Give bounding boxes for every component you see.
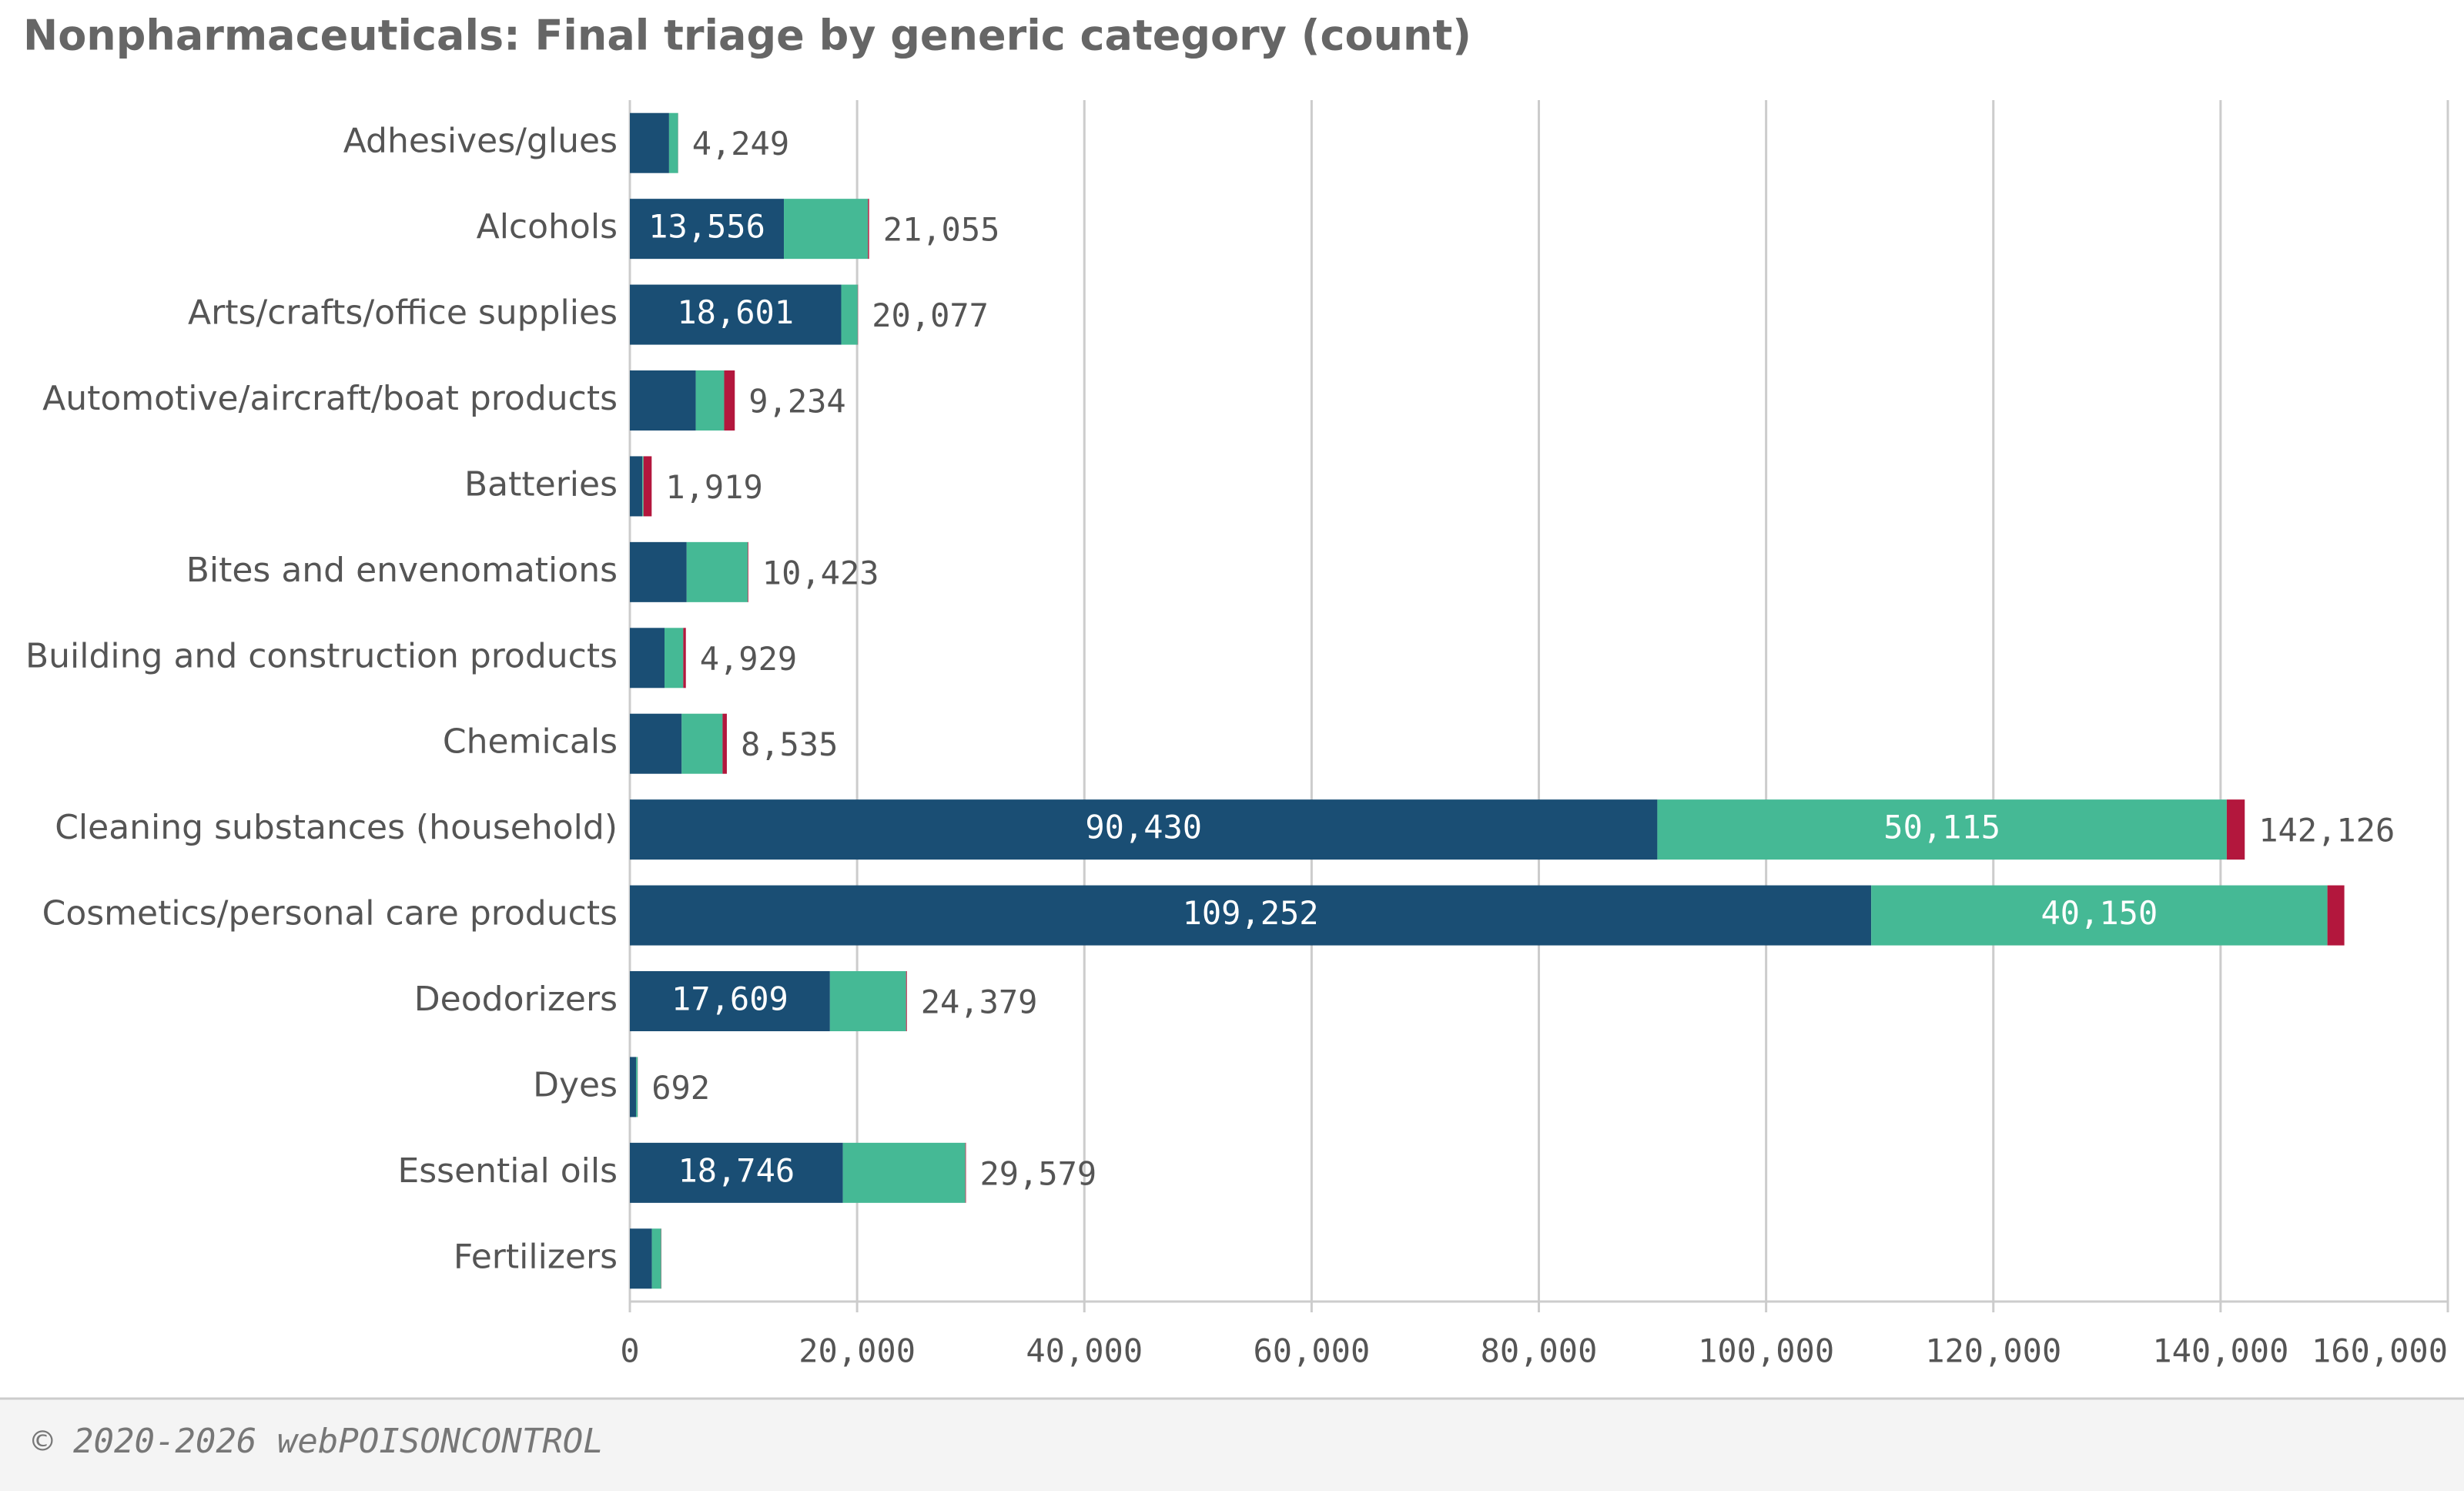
y-tick-label: Chemicals [443, 722, 618, 762]
y-tick-label: Adhesives/glues [343, 122, 618, 161]
value-label: 18,746 [678, 1151, 795, 1189]
bar-segment [630, 799, 1658, 860]
bar-segment [630, 541, 687, 602]
bar-segment [642, 456, 644, 517]
bar-segment [630, 713, 682, 774]
y-tick-label: Building and construction products [25, 636, 618, 675]
value-label: 109,252 [1183, 894, 1319, 932]
bar-segment [1657, 799, 2227, 860]
y-tick-label: Alcohols [477, 207, 618, 246]
total-label: 1,919 [665, 468, 762, 506]
bar-segment [630, 370, 696, 431]
bar-segment [665, 628, 684, 689]
y-tick-label: Deodorizers [414, 980, 618, 1019]
bar-segment [630, 1228, 652, 1289]
bar-segment [784, 199, 869, 260]
bar-segment [630, 971, 830, 1031]
y-tick-label: Arts/crafts/office supplies [188, 293, 618, 333]
bar-segment [1871, 885, 2328, 946]
footer-band [0, 1399, 2464, 1491]
bar-segment [695, 370, 725, 431]
value-label: 18,601 [677, 293, 794, 331]
x-tick-label: 140,000 [2152, 1332, 2288, 1370]
value-label: 17,609 [671, 980, 788, 1018]
y-tick-label: Automotive/aircraft/boat products [42, 379, 618, 418]
x-tick-label: 80,000 [1481, 1332, 1598, 1370]
total-label: 29,579 [979, 1154, 1096, 1192]
bar-segment [630, 456, 643, 517]
bar-segment [841, 284, 858, 345]
value-label: 50,115 [1883, 809, 2000, 846]
y-tick-label: Bites and envenomations [186, 551, 618, 590]
bar-segment [686, 541, 748, 602]
y-tick-label: Dyes [533, 1065, 618, 1104]
footer: © 2020-2026 webPOISONCONTROL [32, 1422, 604, 1461]
x-tick-label: 20,000 [798, 1332, 916, 1370]
bar-segment [2226, 799, 2245, 860]
chart-title: Nonpharmaceuticals: Final triage by gene… [23, 12, 1471, 60]
total-label: 142,126 [2258, 812, 2395, 849]
bar-segment [868, 199, 869, 260]
bar-segment [651, 1228, 661, 1289]
y-tick-label: Fertilizers [454, 1237, 618, 1276]
bar-segment [906, 971, 907, 1031]
bar-segment [2327, 885, 2345, 946]
bar-segment [722, 713, 727, 774]
x-tick-label: 160,000 [2312, 1332, 2448, 1370]
total-label: 8,535 [741, 725, 838, 763]
y-tick-label: Cosmetics/personal care products [42, 894, 618, 933]
value-label: 90,430 [1085, 809, 1202, 846]
x-tick-label: 120,000 [1925, 1332, 2061, 1370]
total-label: 692 [651, 1069, 710, 1107]
x-tick-label: 0 [620, 1332, 639, 1370]
bar-segment [630, 628, 665, 689]
value-label: 13,556 [648, 208, 765, 246]
total-label: 4,929 [700, 640, 797, 678]
bar-segment [829, 971, 906, 1031]
bar-segment [630, 885, 1872, 946]
bar-segment [630, 199, 785, 260]
bar-segment [643, 456, 652, 517]
bar-segment [636, 1057, 638, 1117]
bar-segment [630, 284, 842, 345]
x-tick-label: 40,000 [1026, 1332, 1143, 1370]
total-label: 20,077 [872, 297, 989, 334]
bar-segment [681, 713, 723, 774]
total-label: 10,423 [762, 554, 879, 591]
bar-segment [630, 1142, 843, 1203]
total-label: 24,379 [921, 983, 1038, 1021]
total-label: 21,055 [883, 211, 1000, 249]
y-tick-label: Cleaning substances (household) [55, 808, 618, 847]
bar-segment [724, 370, 735, 431]
bar-segment [630, 112, 669, 173]
bar-segment [842, 1142, 966, 1203]
x-tick-label: 60,000 [1254, 1332, 1371, 1370]
total-label: 9,234 [748, 383, 845, 420]
bar-segment [683, 628, 686, 689]
bar-segment [668, 112, 678, 173]
bar-segment [630, 1057, 637, 1117]
y-tick-label: Batteries [464, 464, 618, 504]
y-tick-label: Essential oils [397, 1151, 618, 1191]
x-tick-label: 100,000 [1698, 1332, 1834, 1370]
value-label: 40,150 [2041, 894, 2158, 932]
total-label: 4,249 [692, 125, 789, 163]
